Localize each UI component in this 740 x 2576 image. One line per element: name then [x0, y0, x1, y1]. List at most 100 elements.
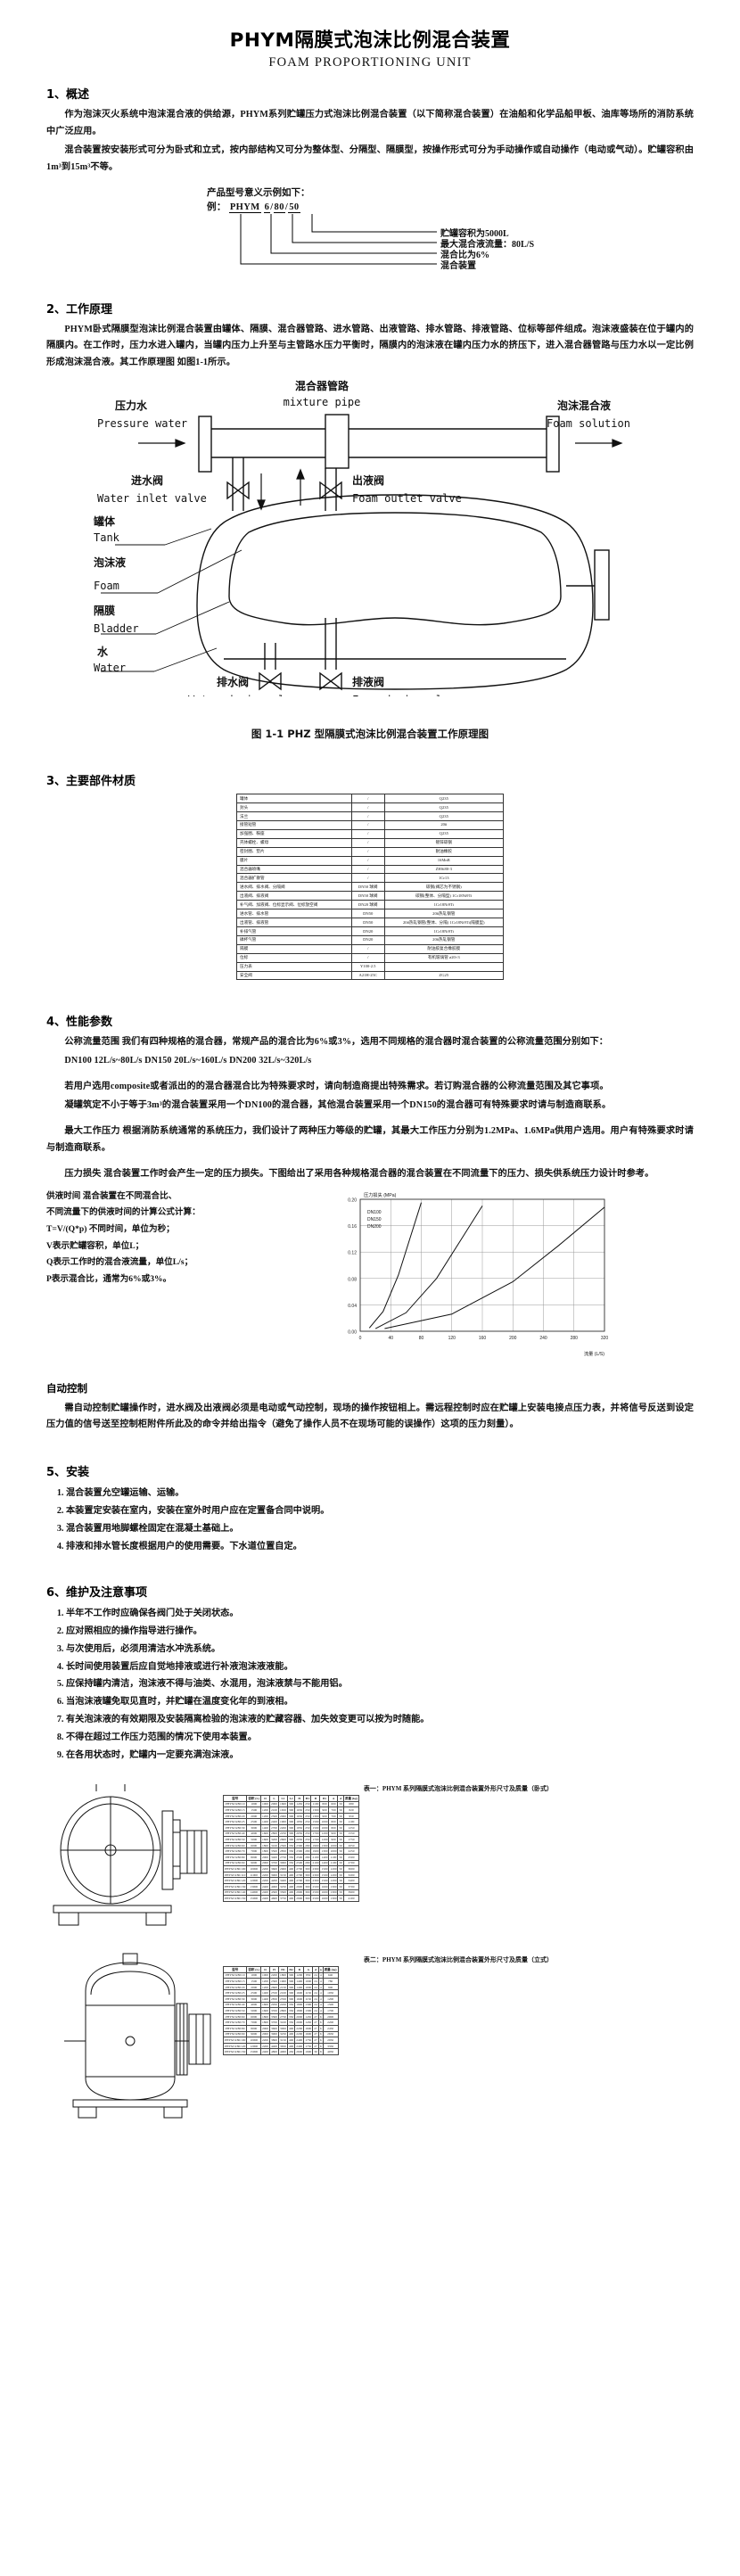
table-row: PHYM 6/80/20 2000 1200 2500 2000 300 1650 250 13… — [222, 1812, 359, 1820]
table-cell: 2350 — [277, 1996, 288, 2003]
table-cell: 1600 — [319, 1889, 330, 1897]
table-cell: 2000 — [246, 1812, 261, 1820]
table-cell: 1500 — [246, 1978, 261, 1985]
table-cell: 4600 — [268, 1895, 279, 1902]
section-heading-overview: 1、概述 — [46, 88, 90, 102]
table-cell: 2300 — [310, 1865, 321, 1872]
table-row: PHYM 6/80/15 1500 1200 2100 1650 300 1650 250 13… — [222, 1806, 359, 1814]
table-cell: 2200 — [259, 1877, 270, 1885]
table-cell: 2300 — [294, 1841, 305, 1849]
table-cell: 3000 — [246, 1824, 261, 1831]
table-cell: 2400 — [294, 2042, 305, 2050]
label-water-cn: 水 — [97, 645, 109, 658]
table-cell: 2500 — [342, 1854, 359, 1861]
principle-paragraph: PHYM卧式隔膜型泡沫比例混合装置由罐体、隔膜、混合器管路、进水管路、出液管路、… — [46, 324, 694, 368]
column-header: H2 — [286, 1965, 296, 1973]
table-cell: 1900 — [310, 1841, 321, 1849]
table-cell: 350 — [286, 1848, 296, 1856]
table-cell: 2600 — [277, 1836, 288, 1843]
table-cell: 碳钢(阀芯为不锈钢) — [383, 882, 505, 893]
table-cell: 1000 — [246, 1971, 261, 1979]
table-cell: 2650 — [322, 2030, 339, 2038]
figure-caption-1-1: 图 1-1 PHZ 型隔膜式泡沫比例混合装置工作原理图 — [251, 728, 489, 741]
label-tank-en: Tank — [94, 531, 120, 544]
table-cell: 600 — [328, 1800, 339, 1808]
table-row: PHYM 6/80/50 5000 1600 3200 2600 300 2050 250 17… — [222, 1836, 359, 1843]
table-row: PHYM 6/80/60 6000 1800 3100 2500 350 2300 280 19… — [222, 1841, 359, 1849]
table-cell: 1500 — [319, 1877, 330, 1885]
table-cell: PHYM 6/80/60 — [222, 1841, 248, 1849]
section-heading-performance: 4、性能参数 — [46, 1016, 113, 1030]
table-cell: 1150 — [303, 1996, 314, 2003]
table-cell: 1200 — [259, 1983, 270, 1991]
table-cell: / — [350, 846, 385, 857]
materials-table-wrap: 罐体 / Q235 封头 / Q235 法兰 / Q235 接管短管/20# 加强圈、鞍座 / Q235… — [46, 794, 694, 981]
table-cell: 碳钢(整体、分隔型) 1Cr18Ni9Ti — [383, 891, 505, 901]
table-row: 磷杯气管 DN20 20#热轧钢管 — [236, 934, 505, 945]
table-cell: Q235 — [383, 794, 505, 804]
table-cell: 2500 — [277, 1841, 288, 1849]
section-heading-materials: 3、主要部件材质 — [46, 775, 136, 789]
overview-paragraph-1: 作为泡沫灭火系统中泡沫混合液的供给源，PHYM系列贮罐压力式泡沫比例混合装置（以… — [46, 110, 694, 136]
table-cell: 耐油橡胶 — [383, 846, 505, 857]
table-cell: PHYM 6/80/120 — [222, 2042, 248, 2050]
table-cell: PHYM 6/80/80 — [222, 2025, 248, 2032]
table-cell: 16MnR — [383, 855, 505, 866]
column-header: H1 — [277, 1965, 288, 1973]
table-row: 法兰 / Q235 — [236, 811, 505, 821]
table-cell: 1300 — [303, 2007, 314, 2014]
table-cell: 400 — [286, 2025, 296, 2032]
table-cell: Q235 — [383, 802, 505, 812]
list-item: 本装置定安装在室内，安装在室外时用户应在定置备合同中说明。 — [66, 1502, 694, 1520]
table-cell: 2200 — [259, 2037, 270, 2044]
table-cell: 补排气管 — [236, 926, 352, 936]
table-cell: 1600 — [259, 1836, 270, 1843]
table-cell: 1900 — [310, 1848, 321, 1856]
column-header: 质量 (kg) — [342, 1794, 359, 1802]
performance-paragraph-4: 凝罐筑定不小于等于3m³的混合装置采用一个DN100的混合器，其他混合装置采用一… — [64, 1100, 612, 1111]
table-row: 罐体 / Q235 — [236, 794, 505, 804]
table-cell: 进水管、排水管 — [236, 909, 352, 919]
table-cell: 2300 — [310, 1871, 321, 1879]
table-cell: PHYM 6/80/150 — [222, 1895, 248, 1902]
model-code-series: PHYM — [228, 202, 261, 213]
table-row: PHYM 6/80/90 9000 2000 3700 3000 350 2500 280 21… — [222, 1859, 359, 1867]
table-cell: 2400 — [259, 1889, 270, 1897]
overview-paragraph-2: 混合装置按安装形式可分为卧式和立式，按内部结构又可分为整体型、分隔型、隔膜型，按… — [46, 144, 694, 172]
table-cell: 2200 — [259, 1865, 270, 1872]
table-cell: 300 — [303, 1883, 312, 1890]
table-cell: 3400 — [277, 1877, 288, 1885]
table-cell: PHYM 6/80/100 — [222, 1865, 248, 1872]
table-cell: 2400 — [259, 2048, 270, 2056]
column-header: 容积 (L) — [246, 1794, 261, 1802]
table-cell: 2500 — [246, 1818, 261, 1825]
table-cell: 9000 — [246, 2030, 261, 2038]
table-cell: PHYM 6/80/100 — [222, 2037, 248, 2044]
table-cell: 820 — [342, 1806, 359, 1814]
table-cell: DN20 球阀 — [350, 900, 385, 910]
table-row: PHYM 6/80/25 2500 1400 2400 1900 300 1850 250 15… — [222, 1818, 359, 1825]
table-cell: 350 — [286, 2019, 296, 2027]
table-cell: 350 — [286, 1854, 296, 1861]
svg-text:DN100: DN100 — [367, 1210, 382, 1215]
table-cell: 1650 — [294, 1806, 305, 1814]
table-cell: 1000 — [328, 1848, 339, 1856]
table-cell: 1600 — [303, 2025, 314, 2032]
label-bladder-cn: 隔膜 — [94, 604, 115, 617]
table-cell: DN20 — [350, 934, 385, 945]
spec-table-1-wrap: 表一：PHYM 系列隔膜式泡沫比例混合装置外形尺寸及质量（卧式） 型号 容积 (L… — [222, 1781, 694, 1902]
table-cell: 12000 — [246, 1877, 261, 1885]
table-cell: / — [350, 794, 385, 804]
table-cell: 3000 — [277, 1859, 288, 1867]
label-water-drain-valve-en: Water drain valve — [188, 694, 298, 696]
svg-text:40: 40 — [388, 1336, 393, 1341]
table-cell: 6000 — [246, 1841, 261, 1849]
table-cell: 400 — [286, 1865, 296, 1872]
table-cell: 1450 — [303, 2019, 314, 2027]
table-cell: PHYM 6/80/90 — [222, 2030, 248, 2038]
table-cell: 2700 — [294, 1877, 305, 1885]
table-cell: 3250 — [277, 2030, 288, 2038]
table-cell: 2900 — [294, 1895, 305, 1902]
table-cell: 1600 — [277, 1800, 288, 1808]
